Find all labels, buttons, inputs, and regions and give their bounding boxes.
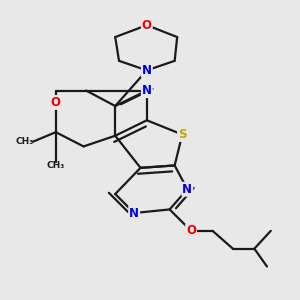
Text: O: O (142, 19, 152, 32)
Text: N: N (142, 64, 152, 77)
Text: N: N (129, 206, 139, 220)
Text: N: N (182, 183, 192, 196)
Text: CH₃: CH₃ (46, 161, 65, 170)
Text: CH₃: CH₃ (15, 137, 33, 146)
Text: O: O (51, 96, 61, 109)
Text: O: O (186, 224, 196, 237)
Text: N: N (142, 84, 152, 97)
Text: S: S (178, 128, 187, 141)
